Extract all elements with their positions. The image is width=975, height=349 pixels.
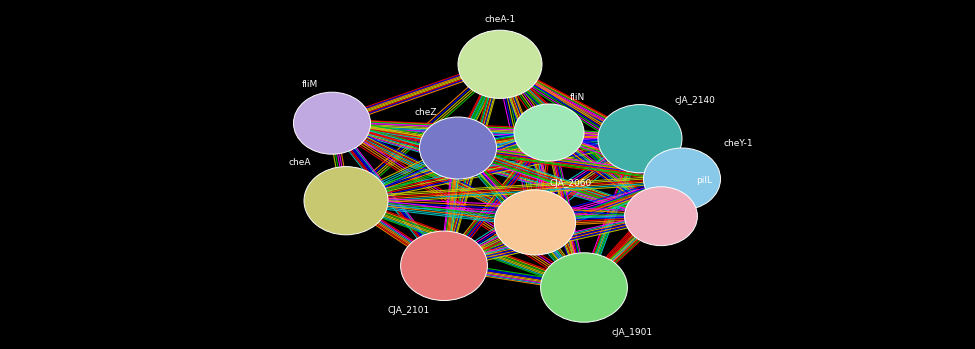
Text: cheZ: cheZ (414, 108, 437, 117)
Text: cheY-1: cheY-1 (724, 139, 754, 148)
Text: cheA: cheA (289, 158, 311, 166)
Ellipse shape (494, 190, 575, 255)
Text: CJA_2101: CJA_2101 (388, 306, 430, 315)
Text: fliM: fliM (301, 80, 318, 89)
Ellipse shape (304, 166, 388, 235)
Ellipse shape (419, 117, 496, 179)
Ellipse shape (458, 30, 542, 98)
Text: fliN: fliN (570, 92, 585, 102)
Ellipse shape (401, 231, 488, 300)
Ellipse shape (293, 92, 370, 154)
Text: cJA_1901: cJA_1901 (612, 328, 653, 337)
Ellipse shape (514, 104, 584, 161)
Ellipse shape (598, 105, 682, 173)
Text: pilL: pilL (696, 176, 712, 185)
Ellipse shape (540, 253, 627, 322)
Ellipse shape (644, 148, 721, 210)
Text: cheA-1: cheA-1 (485, 15, 516, 24)
Text: cJA_2140: cJA_2140 (675, 96, 716, 105)
Text: CJA_2060: CJA_2060 (549, 179, 591, 188)
Ellipse shape (625, 187, 697, 246)
